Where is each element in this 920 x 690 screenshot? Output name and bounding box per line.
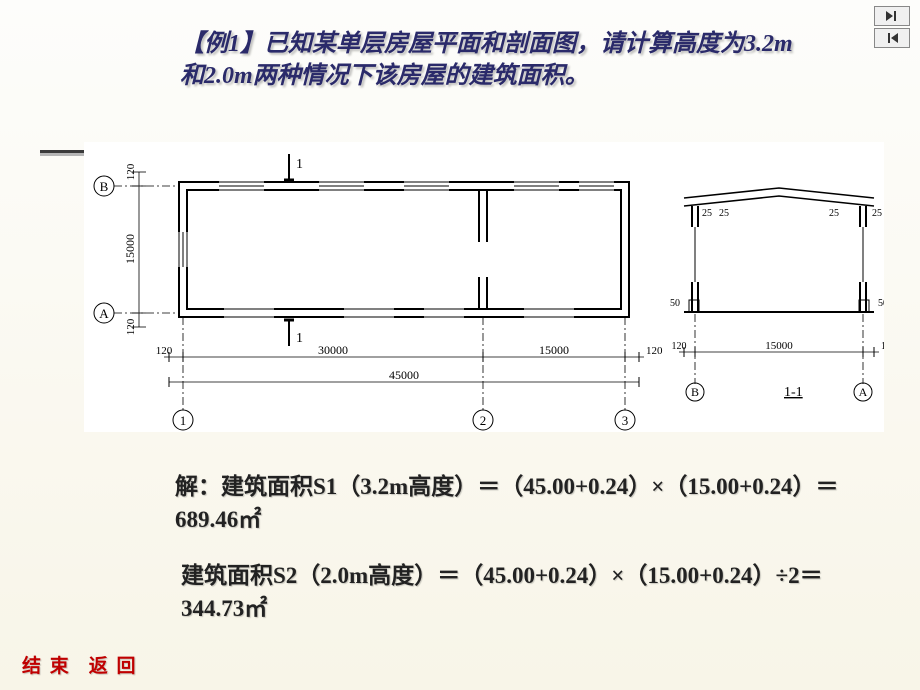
next-button[interactable] [874,6,910,26]
svg-text:120: 120 [125,318,137,335]
back-link[interactable]: 返 回 [89,651,138,678]
svg-text:120: 120 [125,163,137,180]
end-link[interactable]: 结 束 [22,651,71,678]
svg-text:1: 1 [296,157,303,172]
svg-text:25: 25 [702,208,712,219]
svg-text:15000: 15000 [539,343,569,357]
section-view: 25 25 25 25 50 50 B A 120 15000 120 1-1 [670,188,884,401]
svg-text:15000: 15000 [765,340,793,352]
svg-text:1: 1 [296,331,303,346]
floor-plan-diagram: 1 1 B A 120 15000 120 1 2 3 [84,142,884,432]
plan-view: 1 1 B A 120 15000 120 1 2 3 [94,154,663,430]
svg-text:25: 25 [829,208,839,219]
svg-text:B: B [691,385,699,399]
problem-title: 【例1】已知某单层房屋平面和剖面图，请计算高度为3.2m和2.0m两种情况下该房… [180,28,810,93]
svg-text:25: 25 [872,208,882,219]
svg-text:50: 50 [878,298,884,309]
footer-links: 结 束 返 回 [22,651,138,678]
svg-text:120: 120 [672,341,687,352]
svg-text:2: 2 [480,413,487,428]
svg-text:1: 1 [180,413,187,428]
svg-text:30000: 30000 [318,343,348,357]
svg-text:3: 3 [622,413,629,428]
svg-text:1-1: 1-1 [784,385,803,400]
svg-text:A: A [859,385,868,399]
svg-text:45000: 45000 [389,368,419,382]
svg-text:120: 120 [881,341,884,352]
svg-text:25: 25 [719,208,729,219]
solution-block: 解：建筑面积S1（3.2m高度）＝（45.00+0.24）×（15.00+0.2… [175,470,855,625]
prev-button[interactable] [874,28,910,48]
svg-text:15000: 15000 [123,234,137,264]
svg-text:120: 120 [646,345,663,357]
svg-text:120: 120 [156,345,173,357]
svg-text:50: 50 [670,298,680,309]
svg-text:B: B [100,179,109,194]
solution-s2: 建筑面积S2（2.0m高度）＝（45.00+0.24）×（15.00+0.24）… [181,559,855,626]
solution-s1: 解：建筑面积S1（3.2m高度）＝（45.00+0.24）×（15.00+0.2… [175,470,855,537]
nav-button-group [874,6,910,48]
svg-text:A: A [99,306,109,321]
